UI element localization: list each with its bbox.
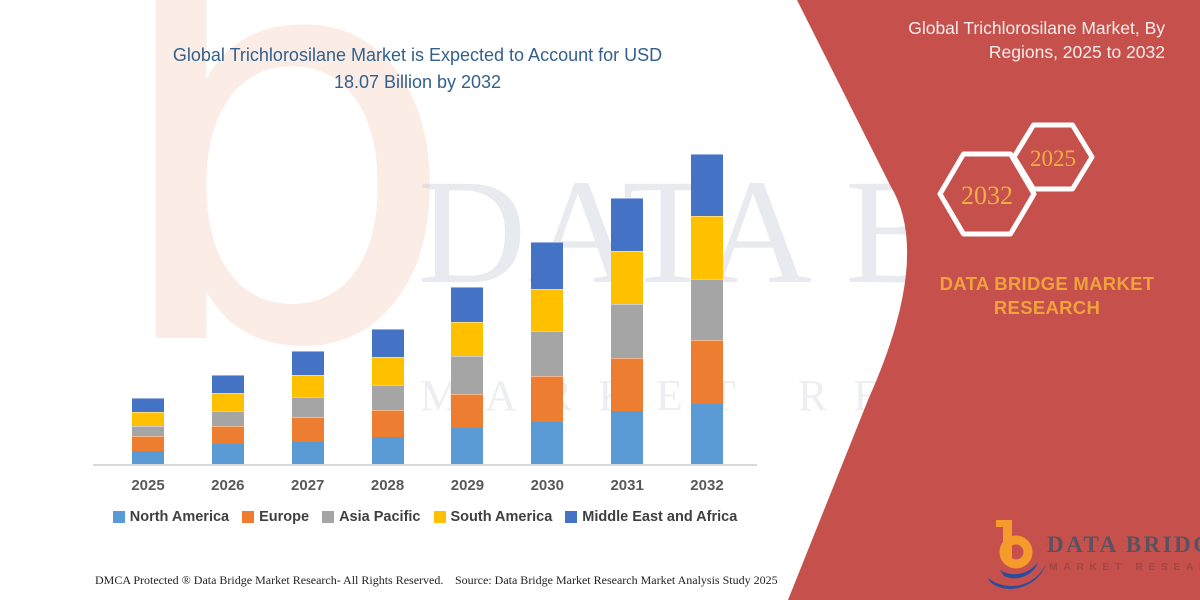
bar-segment-asia-pacific <box>291 396 324 417</box>
bar-segment-middle-east-and-africa <box>211 375 244 394</box>
legend-label: Middle East and Africa <box>582 509 738 525</box>
bar-segment-south-america <box>611 251 644 305</box>
bar-segment-asia-pacific <box>211 411 244 426</box>
x-axis-label: 2028 <box>370 477 405 494</box>
panel-title-line2: Regions, 2025 to 2032 <box>988 42 1165 63</box>
bar-segment-south-america <box>291 374 324 397</box>
legend-item: Asia Pacific <box>322 509 421 525</box>
bar-segment-europe <box>132 436 164 451</box>
legend-label: Asia Pacific <box>339 509 421 525</box>
legend-swatch-icon <box>433 511 446 523</box>
data-bridge-logo-icon <box>988 520 1046 589</box>
panel-title: Global Trichlorosilane Market, By Region… <box>830 16 1165 64</box>
bar-segment-asia-pacific <box>531 331 564 376</box>
watermark-subtitle-text: MARKET RESEARCH <box>420 372 900 420</box>
x-axis-label: 2025 <box>131 477 165 494</box>
bar-segment-europe <box>611 357 644 411</box>
bar-segment-middle-east-and-africa <box>531 242 564 290</box>
stacked-bar-2027 <box>291 350 324 464</box>
x-axis-label: 2030 <box>530 477 564 494</box>
legend-label: South America <box>450 509 553 525</box>
bar-segment-north-america <box>371 437 404 464</box>
x-axis-label: 2032 <box>690 477 724 494</box>
stacked-bar-2030 <box>531 242 564 464</box>
x-axis-label: 2026 <box>211 477 245 494</box>
bar-segment-south-america <box>690 216 723 279</box>
hexagon-2025-icon <box>1011 122 1095 192</box>
bar-segment-middle-east-and-africa <box>291 350 324 375</box>
brand-name-line1: DATA BRIDGE MARKET <box>939 273 1155 294</box>
stacked-bar-2026 <box>211 375 244 464</box>
hexagon-2032-icon <box>937 151 1037 237</box>
bar-segment-south-america <box>451 321 484 356</box>
chart-title-line2: 18.07 Billion by 2032 <box>333 72 502 92</box>
bar-segment-middle-east-and-africa <box>451 286 484 322</box>
bar-segment-south-america <box>371 357 404 386</box>
legend-item: South America <box>433 509 553 525</box>
bar-segment-asia-pacific <box>371 385 404 411</box>
brand-name: DATA BRIDGE MARKET RESEARCH <box>922 272 1172 320</box>
bar-segment-north-america <box>132 451 164 464</box>
bar-segment-asia-pacific <box>451 355 484 394</box>
source-note: Source: Data Bridge Market Research Mark… <box>455 573 778 587</box>
chart-title: Global Trichlorosilane Market is Expecte… <box>100 42 735 96</box>
bar-segment-north-america <box>211 443 244 464</box>
legend-swatch-icon <box>242 511 255 523</box>
dmca-notice: DMCA Protected ® Data Bridge Market Rese… <box>95 573 444 587</box>
bar-segment-south-america <box>211 393 244 412</box>
x-axis-line <box>93 464 757 466</box>
legend-item: North America <box>112 509 230 525</box>
bar-segment-south-america <box>132 412 164 427</box>
bar-segment-europe <box>371 410 404 438</box>
bar-segment-asia-pacific <box>611 304 644 358</box>
x-axis-label: 2027 <box>291 477 325 494</box>
bar-segment-north-america <box>611 410 644 464</box>
logo-name: DATA BRIDGE <box>1047 532 1200 557</box>
bar-segment-south-america <box>531 289 564 332</box>
bar-segment-north-america <box>451 428 484 464</box>
bar-segment-europe <box>451 394 484 428</box>
legend-label: Europe <box>259 509 310 525</box>
stacked-bar-2028 <box>371 329 404 464</box>
panel-title-line1: Global Trichlorosilane Market, By <box>908 18 1165 38</box>
legend-item: Europe <box>242 509 309 525</box>
bar-segment-europe <box>531 376 564 422</box>
stacked-bar-2025 <box>132 397 164 464</box>
legend-swatch-icon <box>322 511 335 523</box>
x-axis-label: 2029 <box>450 477 485 494</box>
legend-swatch-icon <box>565 511 578 523</box>
bar-segment-north-america <box>690 404 723 464</box>
bar-segment-europe <box>690 339 723 404</box>
legend-label: North America <box>129 509 230 525</box>
stacked-bar-2029 <box>451 286 484 464</box>
chart-legend: North America Europe Asia Pacific South Ame… <box>95 509 755 525</box>
brand-name-line2: RESEARCH <box>993 297 1101 319</box>
bar-segment-middle-east-and-africa <box>132 397 164 413</box>
legend-item: Middle East and Africa <box>565 509 737 525</box>
bar-segment-middle-east-and-africa <box>690 154 723 217</box>
stacked-bar-2032 <box>690 154 723 464</box>
bar-segment-north-america <box>531 422 564 464</box>
x-axis-label: 2031 <box>610 477 644 494</box>
bar-segment-north-america <box>291 442 324 464</box>
stacked-bar-2031 <box>611 197 644 464</box>
hexagon-year-2032: 2032 <box>961 181 1013 210</box>
bar-segment-europe <box>291 417 324 442</box>
chart-title-line1: Global Trichlorosilane Market is Expecte… <box>172 45 663 65</box>
bar-segment-europe <box>211 425 244 444</box>
hexagon-year-2025: 2025 <box>1030 146 1076 171</box>
legend-swatch-icon <box>112 511 125 523</box>
logo-tagline: MARKET RESEARCH <box>1049 561 1200 573</box>
bar-segment-middle-east-and-africa <box>371 329 404 358</box>
bar-segment-asia-pacific <box>690 278 723 340</box>
bar-segment-middle-east-and-africa <box>611 197 644 252</box>
bar-segment-asia-pacific <box>132 426 164 437</box>
